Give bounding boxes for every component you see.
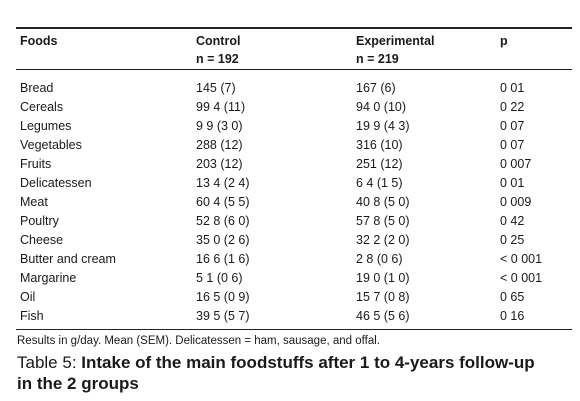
header-rule: [16, 69, 572, 70]
food-name: Oil: [20, 290, 36, 304]
cell-value: 35 0 (2 6): [196, 233, 250, 247]
cell-value: 145 (7): [196, 81, 236, 95]
cell-value: 0 42: [500, 214, 525, 228]
cell-value: 94 0 (10): [356, 100, 407, 114]
column-header: Control: [196, 34, 241, 48]
cell-value: 9 9 (3 0): [196, 119, 243, 133]
cell-value: 0 01: [500, 176, 525, 190]
food-name: Butter and cream: [20, 252, 116, 266]
cell-value: 203 (12): [196, 157, 243, 171]
cell-value: 0 65: [500, 290, 525, 304]
caption-label: Table 5:: [17, 353, 82, 372]
cell-value: 0 07: [500, 119, 525, 133]
cell-value: 167 (6): [356, 81, 396, 95]
cell-value: 39 5 (5 7): [196, 309, 250, 323]
cell-value: 13 4 (2 4): [196, 176, 250, 190]
caption: Table 5: Intake of the main foodstuffs a…: [17, 352, 537, 394]
cell-value: 0 22: [500, 100, 525, 114]
cell-value: 0 007: [500, 157, 532, 171]
cell-value: 2 8 (0 6): [356, 252, 403, 266]
cell-value: 0 07: [500, 138, 525, 152]
cell-value: 5 1 (0 6): [196, 271, 243, 285]
cell-value: 0 25: [500, 233, 525, 247]
cell-value: 288 (12): [196, 138, 243, 152]
cell-value: 16 6 (1 6): [196, 252, 250, 266]
caption-title: Intake of the main foodstuffs after 1 to…: [17, 353, 535, 393]
cell-value: 57 8 (5 0): [356, 214, 410, 228]
group-size: n = 192: [196, 52, 239, 66]
cell-value: 251 (12): [356, 157, 403, 171]
top-rule: [16, 27, 572, 29]
food-name: Legumes: [20, 119, 72, 133]
cell-value: 0 16: [500, 309, 525, 323]
cell-value: 19 9 (4 3): [356, 119, 410, 133]
food-name: Cereals: [20, 100, 64, 114]
food-name: Fruits: [20, 157, 52, 171]
cell-value: < 0 001: [500, 252, 543, 266]
food-name: Vegetables: [20, 138, 82, 152]
food-name: Delicatessen: [20, 176, 92, 190]
cell-value: 99 4 (11): [196, 100, 246, 114]
cell-value: 15 7 (0 8): [356, 290, 410, 304]
column-header: p: [500, 34, 508, 48]
cell-value: 46 5 (5 6): [356, 309, 410, 323]
column-header: Foods: [20, 34, 58, 48]
group-size: n = 219: [356, 52, 399, 66]
food-name: Bread: [20, 81, 54, 95]
cell-value: 40 8 (5 0): [356, 195, 410, 209]
food-name: Meat: [20, 195, 48, 209]
cell-value: 60 4 (5 5): [196, 195, 250, 209]
column-header: Experimental: [356, 34, 435, 48]
cell-value: 0 01: [500, 81, 525, 95]
food-name: Poultry: [20, 214, 59, 228]
bottom-rule: [16, 329, 572, 330]
cell-value: 6 4 (1 5): [356, 176, 403, 190]
cell-value: < 0 001: [500, 271, 543, 285]
food-name: Margarine: [20, 271, 77, 285]
cell-value: 52 8 (6 0): [196, 214, 250, 228]
food-name: Cheese: [20, 233, 64, 247]
cell-value: 16 5 (0 9): [196, 290, 250, 304]
food-name: Fish: [20, 309, 44, 323]
footnote: Results in g/day. Mean (SEM). Delicatess…: [17, 335, 380, 347]
cell-value: 0 009: [500, 195, 532, 209]
cell-value: 19 0 (1 0): [356, 271, 410, 285]
cell-value: 32 2 (2 0): [356, 233, 410, 247]
cell-value: 316 (10): [356, 138, 403, 152]
